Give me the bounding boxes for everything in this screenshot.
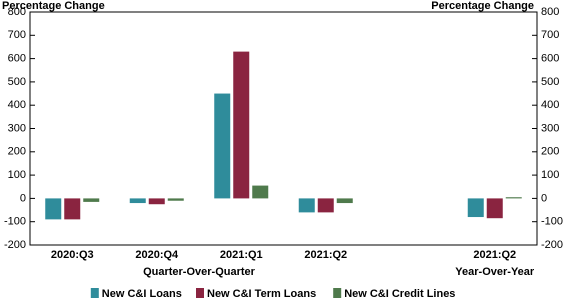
y2-tick-label: -100 xyxy=(541,216,563,228)
bar xyxy=(167,198,184,201)
bar xyxy=(467,198,484,218)
plot-frame xyxy=(29,11,538,246)
y-tick-label: 600 xyxy=(8,53,26,65)
legend-label: New C&I Credit Lines xyxy=(344,288,455,300)
legend-label: New C&I Loans xyxy=(102,288,182,300)
y2-tick-label: 700 xyxy=(541,29,559,41)
y2-tick-label: 400 xyxy=(541,99,559,111)
y2-tick-label: 100 xyxy=(541,169,559,181)
y-tick-label: -100 xyxy=(4,216,26,228)
bar xyxy=(486,198,503,219)
y-tick-label: 0 xyxy=(20,192,26,204)
y-tick-label: 300 xyxy=(8,122,26,134)
y2-tick-label: -200 xyxy=(541,239,563,251)
x-tick-label: 2021:Q2 xyxy=(304,249,347,261)
bar xyxy=(336,198,353,204)
x-tick-label: 2020:Q3 xyxy=(51,249,94,261)
legend-swatch xyxy=(333,288,342,298)
bar xyxy=(505,197,522,199)
x-tick-label: 2021:Q1 xyxy=(220,249,263,261)
bar xyxy=(148,198,165,205)
y-tick-label: -200 xyxy=(4,239,26,251)
y2-tick-label: 200 xyxy=(541,146,559,158)
bar xyxy=(252,185,269,199)
y2-tick-label: 800 xyxy=(541,6,559,18)
y-tick-label: 700 xyxy=(8,29,26,41)
x-tick-label: 2021:Q2 xyxy=(473,249,516,261)
group-label: Quarter-Over-Quarter xyxy=(143,266,256,278)
legend-swatch xyxy=(90,288,99,298)
y-tick-label: 400 xyxy=(8,99,26,111)
bar xyxy=(298,198,315,213)
bar xyxy=(233,51,250,199)
x-tick-label: 2020:Q4 xyxy=(135,249,179,261)
bar xyxy=(45,198,62,220)
bar xyxy=(129,198,146,204)
group-label: Year-Over-Year xyxy=(455,266,535,278)
y-tick-label: 100 xyxy=(8,169,26,181)
bar xyxy=(317,198,334,213)
y2-tick-label: 600 xyxy=(541,53,559,65)
y2-tick-label: 0 xyxy=(541,192,547,204)
y2-tick-label: 300 xyxy=(541,122,559,134)
bar xyxy=(64,198,81,220)
y2-tick-label: 500 xyxy=(541,76,559,88)
legend-swatch xyxy=(196,288,204,298)
y-tick-label: 200 xyxy=(8,146,26,158)
y2-axis-label: Percentage Change xyxy=(431,0,534,12)
legend-label: New C&I Term Loans xyxy=(207,288,316,300)
bar xyxy=(214,93,231,199)
y-tick-label: 500 xyxy=(8,76,26,88)
y-axis-label: Percentage Change xyxy=(2,0,105,12)
bar xyxy=(83,198,100,202)
y-tick-label: 800 xyxy=(8,6,26,18)
